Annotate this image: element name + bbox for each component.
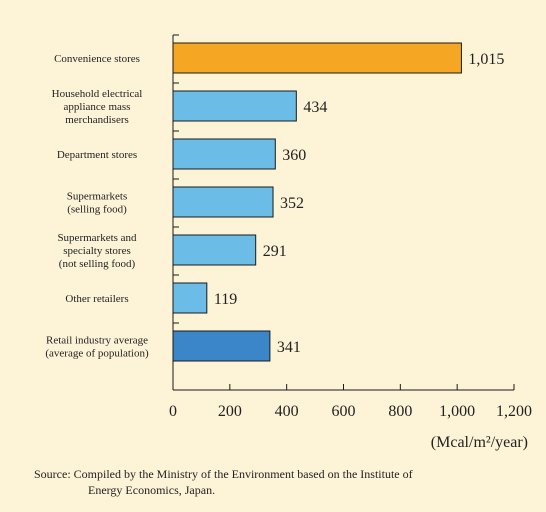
category-label: Department stores [57,149,137,161]
category-label: Supermarkets and specialty stores (not sel… [57,232,137,270]
source-line-2: Energy Economics, Japan. [88,483,216,497]
category-label: Retail industry average (average of popul… [45,335,149,360]
bar [172,42,462,74]
bar [172,330,271,362]
x-tick-label: 400 [275,403,299,420]
category-label-line: Household electrical [52,88,143,100]
x-tick-label: 1,000 [439,403,475,420]
x-tick-label: 800 [388,403,412,420]
category-label: Supermarkets (selling food) [67,191,127,216]
source-line-1: Source: Compiled by the Ministry of the … [34,467,413,481]
category-labels: Convenience stores Household electrical ap… [45,53,149,360]
category-label-line: merchandisers [65,114,129,126]
bar [172,234,257,266]
bar [172,138,276,170]
unit-label: (Mcal/m²/year) [431,434,528,451]
category-label-line: Department stores [57,149,137,161]
category-label-line: Supermarkets [67,191,127,203]
value-label: 352 [280,195,304,212]
x-axis: 0 200 400 600 800 1,000 1,200 [169,34,532,420]
x-tick-label: 0 [169,403,177,420]
bar-chart: Convenience stores Household electrical ap… [45,34,532,451]
category-label-line: specialty stores [63,245,131,257]
category-label-line: appliance mass [64,101,131,113]
category-label-line: Supermarkets and [57,232,137,244]
bar [172,186,274,218]
category-label-line: (average of population) [45,348,149,360]
value-label: 341 [277,339,301,356]
value-label: 360 [282,147,306,164]
x-tick-label: 1,200 [496,403,532,420]
category-label-line: (not selling food) [59,258,136,270]
value-label: 1,015 [468,51,504,68]
value-label: 434 [303,99,327,116]
category-label: Convenience stores [54,53,140,65]
category-label-line: (selling food) [67,204,127,216]
category-label-line: Retail industry average [46,335,148,347]
category-label-line: Other retailers [65,293,128,305]
x-tick-label: 600 [332,403,356,420]
value-label: 119 [214,291,237,308]
category-label: Household electrical appliance mass mercha… [52,88,143,126]
source-note: Source: Compiled by the Ministry of the … [34,466,534,498]
x-tick-label: 200 [218,403,242,420]
bar [172,282,208,314]
value-label: 291 [263,243,287,260]
category-label: Other retailers [65,293,128,305]
category-label-line: Convenience stores [54,53,140,65]
value-labels: 1,015 434 360 352 291 119 341 [214,51,505,356]
bar [172,90,297,122]
bars-group [172,42,462,362]
